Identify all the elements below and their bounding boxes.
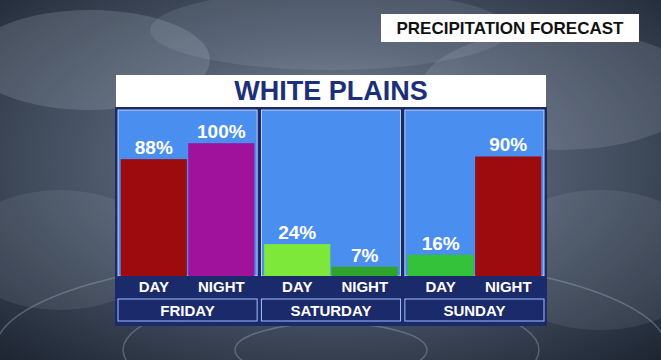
plot-area: [261, 110, 400, 276]
data-label: 100%: [197, 121, 246, 142]
data-label: 24%: [278, 222, 316, 243]
data-label: 90%: [489, 134, 527, 155]
tick-label: NIGHT: [341, 278, 388, 295]
bar: [475, 156, 541, 276]
category-strip: [261, 276, 400, 297]
bars: [408, 156, 542, 276]
x-axis: DAY NIGHT: [405, 276, 544, 295]
group-label: SATURDAY: [291, 302, 372, 319]
bar: [408, 255, 474, 276]
panel-border: [402, 107, 547, 326]
title: WHITE PLAINS: [234, 76, 428, 106]
panel: 88% 100% DAY NIGHT FRIDAY: [115, 107, 260, 326]
subtitle-bg: [381, 14, 639, 42]
tick-label: DAY: [426, 278, 456, 295]
bar: [121, 159, 187, 276]
tick: DAY: [426, 276, 456, 295]
tick-label: DAY: [139, 278, 169, 295]
panel: 16% 90% DAY NIGHT SUNDAY: [402, 107, 547, 326]
tick: DAY: [282, 276, 312, 295]
tick-label: DAY: [282, 278, 312, 295]
category-strip: [405, 276, 544, 297]
group-label: FRIDAY: [160, 302, 214, 319]
category-strip: [118, 276, 257, 297]
plot-area: [118, 110, 257, 276]
group-label-bg: [405, 299, 544, 321]
group-label-bg: [261, 299, 400, 321]
chart-svg: PRECIPITATION FORECAST WHITE PLAINS 88% 100…: [0, 0, 661, 360]
panel-border: [115, 107, 260, 326]
data-label: 16%: [422, 233, 460, 254]
bar: [264, 244, 330, 276]
group-label: SUNDAY: [443, 302, 505, 319]
subtitle: PRECIPITATION FORECAST: [397, 19, 625, 38]
chart-container: PRECIPITATION FORECAST WHITE PLAINS 88% 100…: [0, 0, 661, 360]
data-label: 7%: [351, 245, 379, 266]
panel-border: [258, 107, 403, 326]
tick: NIGHT: [198, 276, 245, 295]
bar: [188, 143, 254, 276]
data-label: 88%: [135, 137, 173, 158]
tick-label: NIGHT: [485, 278, 532, 295]
panel: 24% 7% DAY NIGHT SATURDAY: [258, 107, 403, 326]
tick-label: NIGHT: [198, 278, 245, 295]
subtitle-box: PRECIPITATION FORECAST: [381, 14, 639, 42]
tick: NIGHT: [485, 276, 532, 295]
title-bg: [116, 75, 546, 107]
tick: DAY: [139, 276, 169, 295]
plot-area: [405, 110, 544, 276]
radar-ring: [235, 323, 427, 360]
group-label-bg: [118, 299, 257, 321]
bar: [332, 267, 398, 276]
bars: [121, 143, 255, 276]
bars: [264, 244, 398, 276]
tick: NIGHT: [341, 276, 388, 295]
x-axis: DAY NIGHT: [119, 276, 258, 295]
x-axis: DAY NIGHT: [262, 276, 401, 295]
